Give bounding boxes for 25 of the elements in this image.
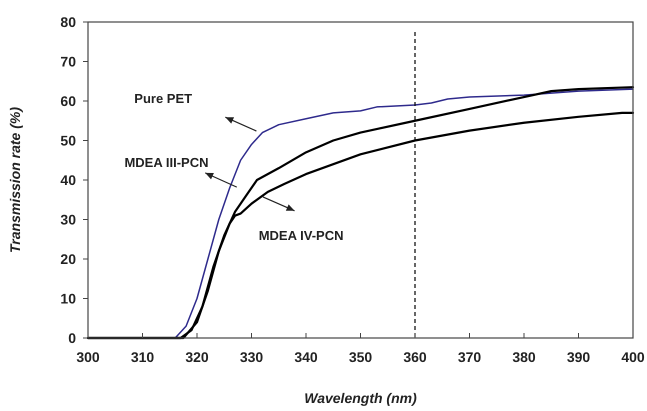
y-tick-label: 10 <box>60 290 76 306</box>
x-axis-title: Wavelength (nm) <box>304 390 418 406</box>
x-tick-label: 340 <box>294 349 318 365</box>
x-tick-label: 310 <box>130 349 154 365</box>
x-tick-label: 350 <box>348 349 372 365</box>
x-tick-label: 300 <box>76 349 100 365</box>
y-tick-label: 60 <box>60 93 76 109</box>
y-tick-label: 40 <box>60 172 76 188</box>
annotation: MDEA III-PCN <box>124 155 208 170</box>
x-tick-label: 320 <box>185 349 209 365</box>
x-tick-label: 370 <box>458 349 482 365</box>
annotation: Pure PET <box>134 90 192 106</box>
x-tick-label: 390 <box>566 349 590 365</box>
y-tick-label: 30 <box>60 212 76 228</box>
x-tick-label: 360 <box>403 349 427 365</box>
x-tick-label: 380 <box>512 349 536 365</box>
annotation: MDEA IV-PCN <box>258 228 344 243</box>
y-tick-label: 70 <box>60 54 76 70</box>
y-tick-label: 80 <box>60 14 76 30</box>
y-tick-label: 0 <box>68 330 76 346</box>
y-tick-label: 50 <box>60 132 76 148</box>
x-tick-label: 400 <box>621 349 645 365</box>
x-tick-label: 330 <box>240 349 264 365</box>
y-axis-title: Transmission rate (%) <box>7 106 23 254</box>
y-tick-label: 20 <box>60 251 76 267</box>
